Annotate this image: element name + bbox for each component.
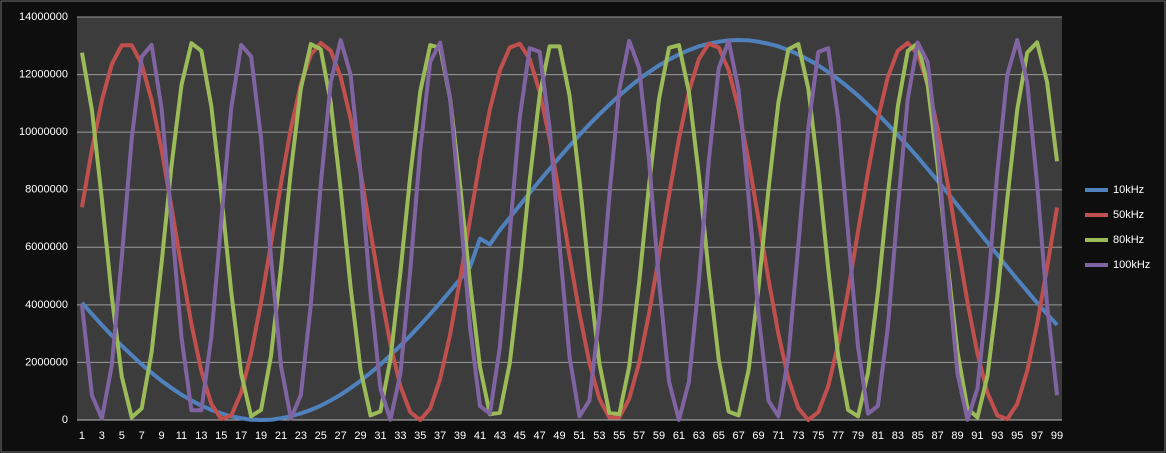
x-tick-label: 91 — [971, 430, 983, 442]
legend-label: 100kHz — [1113, 259, 1150, 271]
y-tick-label: 12000000 — [19, 68, 68, 80]
x-tick-label: 63 — [693, 430, 705, 442]
x-tick-label: 3 — [99, 430, 105, 442]
y-tick-label: 10000000 — [19, 126, 68, 138]
x-tick-label: 41 — [474, 430, 486, 442]
x-tick-label: 25 — [315, 430, 327, 442]
x-tick-label: 1 — [79, 430, 85, 442]
x-tick-label: 59 — [653, 430, 665, 442]
x-tick-label: 13 — [195, 430, 207, 442]
x-tick-label: 5 — [119, 430, 125, 442]
x-tick-label: 35 — [414, 430, 426, 442]
x-tick-label: 17 — [235, 430, 247, 442]
x-tick-label: 81 — [872, 430, 884, 442]
x-tick-label: 67 — [733, 430, 745, 442]
x-tick-label: 65 — [713, 430, 725, 442]
x-tick-label: 53 — [593, 430, 605, 442]
x-tick-label: 87 — [932, 430, 944, 442]
x-tick-label: 33 — [394, 430, 406, 442]
x-tick-label: 57 — [633, 430, 645, 442]
x-tick-label: 29 — [354, 430, 366, 442]
x-tick-label: 7 — [139, 430, 145, 442]
x-tick-label: 23 — [295, 430, 307, 442]
x-tick-label: 9 — [159, 430, 165, 442]
y-tick-label: 0 — [62, 414, 68, 426]
x-tick-label: 49 — [553, 430, 565, 442]
x-tick-label: 31 — [374, 430, 386, 442]
y-tick-label: 2000000 — [25, 356, 68, 368]
x-tick-label: 69 — [752, 430, 764, 442]
x-tick-label: 75 — [812, 430, 824, 442]
x-tick-label: 45 — [514, 430, 526, 442]
y-tick-label: 4000000 — [25, 299, 68, 311]
x-tick-label: 47 — [534, 430, 546, 442]
x-tick-label: 21 — [275, 430, 287, 442]
x-tick-label: 37 — [434, 430, 446, 442]
series-line — [79, 40, 1060, 420]
x-tick-label: 51 — [573, 430, 585, 442]
x-tick-label: 95 — [1011, 430, 1023, 442]
x-tick-label: 11 — [176, 430, 187, 442]
x-tick-label: 15 — [215, 430, 227, 442]
series-line — [79, 38, 1060, 422]
x-tick-label: 77 — [832, 430, 844, 442]
x-tick-label: 79 — [852, 430, 864, 442]
legend-label: 50kHz — [1113, 209, 1144, 221]
y-tick-label: 6000000 — [25, 241, 68, 253]
y-tick-label: 8000000 — [25, 184, 68, 196]
y-tick-label: 14000000 — [19, 11, 68, 23]
x-tick-label: 99 — [1051, 430, 1063, 442]
x-tick-label: 89 — [951, 430, 963, 442]
x-tick-label: 19 — [255, 430, 267, 442]
x-tick-label: 85 — [912, 430, 924, 442]
x-tick-label: 83 — [892, 430, 904, 442]
x-tick-label: 43 — [494, 430, 506, 442]
x-tick-label: 61 — [673, 430, 685, 442]
x-tick-label: 93 — [991, 430, 1003, 442]
x-tick-label: 55 — [613, 430, 625, 442]
x-tick-label: 39 — [454, 430, 466, 442]
x-tick-label: 97 — [1031, 430, 1043, 442]
x-tick-label: 73 — [792, 430, 804, 442]
legend-label: 80kHz — [1113, 234, 1144, 246]
x-tick-label: 27 — [335, 430, 347, 442]
x-tick-label: 71 — [772, 430, 784, 442]
legend-label: 10kHz — [1113, 184, 1144, 196]
